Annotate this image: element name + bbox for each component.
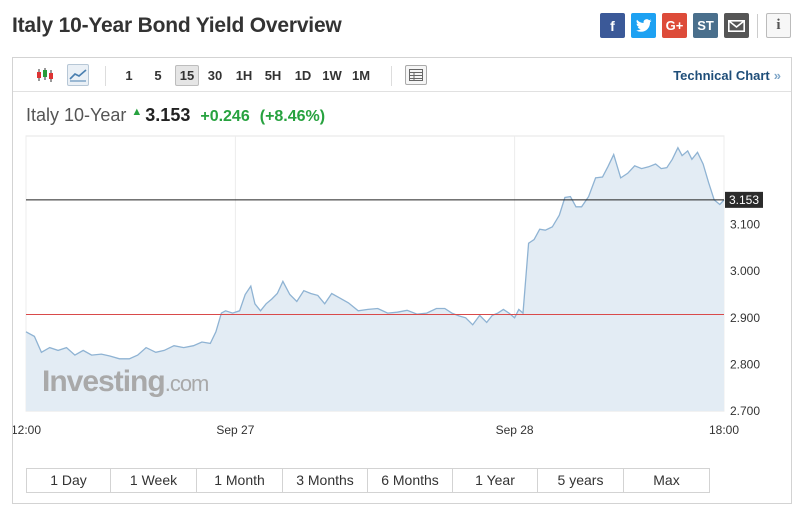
timeframe-1h[interactable]: 1H — [235, 68, 253, 83]
timeframe-1w[interactable]: 1W — [322, 68, 342, 83]
header-divider — [757, 14, 758, 38]
timeframe-1d[interactable]: 1D — [294, 68, 312, 83]
twitter-share-icon[interactable] — [631, 13, 656, 38]
instrument-name: Italy 10-Year — [26, 105, 127, 125]
google-plus-share-icon[interactable]: G+ — [662, 13, 687, 38]
y-tick-label: 3.000 — [730, 264, 760, 278]
timeframe-1m[interactable]: 1M — [351, 68, 371, 83]
last-price-label: 3.153 — [729, 193, 759, 207]
chart-panel: 1 5 15 30 1H 5H 1D 1W 1M Technical Chart» Italy … — [12, 57, 792, 504]
timeframe-5h[interactable]: 5H — [264, 68, 282, 83]
email-share-icon[interactable] — [724, 13, 749, 38]
area-chart-icon[interactable] — [67, 64, 89, 86]
double-chevron-right-icon: » — [773, 68, 781, 83]
stocktwits-share-icon[interactable]: ST — [693, 13, 718, 38]
range-1-month[interactable]: 1 Month — [197, 469, 283, 492]
range-1-day[interactable]: 1 Day — [27, 469, 111, 492]
timeframe-30[interactable]: 30 — [207, 68, 223, 83]
data-table-icon[interactable] — [405, 65, 427, 85]
watermark-brand: Investing — [42, 365, 165, 398]
y-tick-label: 2.900 — [730, 311, 760, 325]
last-price-box — [725, 191, 763, 208]
chart-toolbar: 1 5 15 30 1H 5H 1D 1W 1M Technical Chart» — [13, 58, 791, 92]
y-tick-label: 2.700 — [730, 404, 760, 418]
range-5-years[interactable]: 5 years — [538, 469, 624, 492]
timeframe-1[interactable]: 1 — [125, 68, 133, 83]
x-tick-label: 12:00 — [13, 423, 41, 437]
technical-chart-label: Technical Chart — [673, 68, 770, 83]
info-button[interactable]: i — [766, 13, 791, 38]
range-selector: 1 Day 1 Week 1 Month 3 Months 6 Months 1 Year… — [26, 468, 710, 493]
arrow-up-icon: ▲ — [131, 106, 143, 118]
last-price: 3.153 — [145, 105, 191, 125]
page-title: Italy 10-Year Bond Yield Overview — [12, 14, 342, 37]
range-3-months[interactable]: 3 Months — [283, 469, 368, 492]
quote-line: Italy 10-Year ▲ 3.153 +0.246 (+8.46%) — [26, 105, 325, 126]
facebook-share-icon[interactable]: f — [600, 13, 625, 38]
candlestick-chart-icon[interactable] — [34, 64, 56, 86]
technical-chart-link[interactable]: Technical Chart» — [673, 68, 781, 83]
range-1-year[interactable]: 1 Year — [453, 469, 538, 492]
range-6-months[interactable]: 6 Months — [368, 469, 453, 492]
range-1-week[interactable]: 1 Week — [111, 469, 197, 492]
toolbar-divider — [105, 66, 106, 86]
twitter-bird-icon — [635, 18, 651, 32]
watermark-domain: .com — [165, 371, 209, 396]
x-tick-label: Sep 27 — [216, 423, 254, 437]
range-max[interactable]: Max — [653, 472, 680, 488]
price-change: +0.246 — [200, 108, 250, 125]
toolbar-divider — [391, 66, 392, 86]
investing-watermark: Investing.com — [42, 365, 208, 398]
envelope-icon — [728, 19, 745, 32]
x-tick-label: Sep 28 — [496, 423, 534, 437]
price-change-percent: (+8.46%) — [259, 108, 326, 125]
price-area-fill — [26, 147, 724, 411]
y-tick-label: 3.100 — [730, 218, 760, 232]
timeframe-5[interactable]: 5 — [154, 68, 162, 83]
x-tick-label: 18:00 — [709, 423, 739, 437]
timeframe-15[interactable]: 15 — [175, 65, 199, 86]
price-chart[interactable]: Investing.com 2.700 2.800 2.900 3.000 3.100 3.… — [13, 128, 791, 463]
y-tick-label: 2.800 — [730, 357, 760, 371]
